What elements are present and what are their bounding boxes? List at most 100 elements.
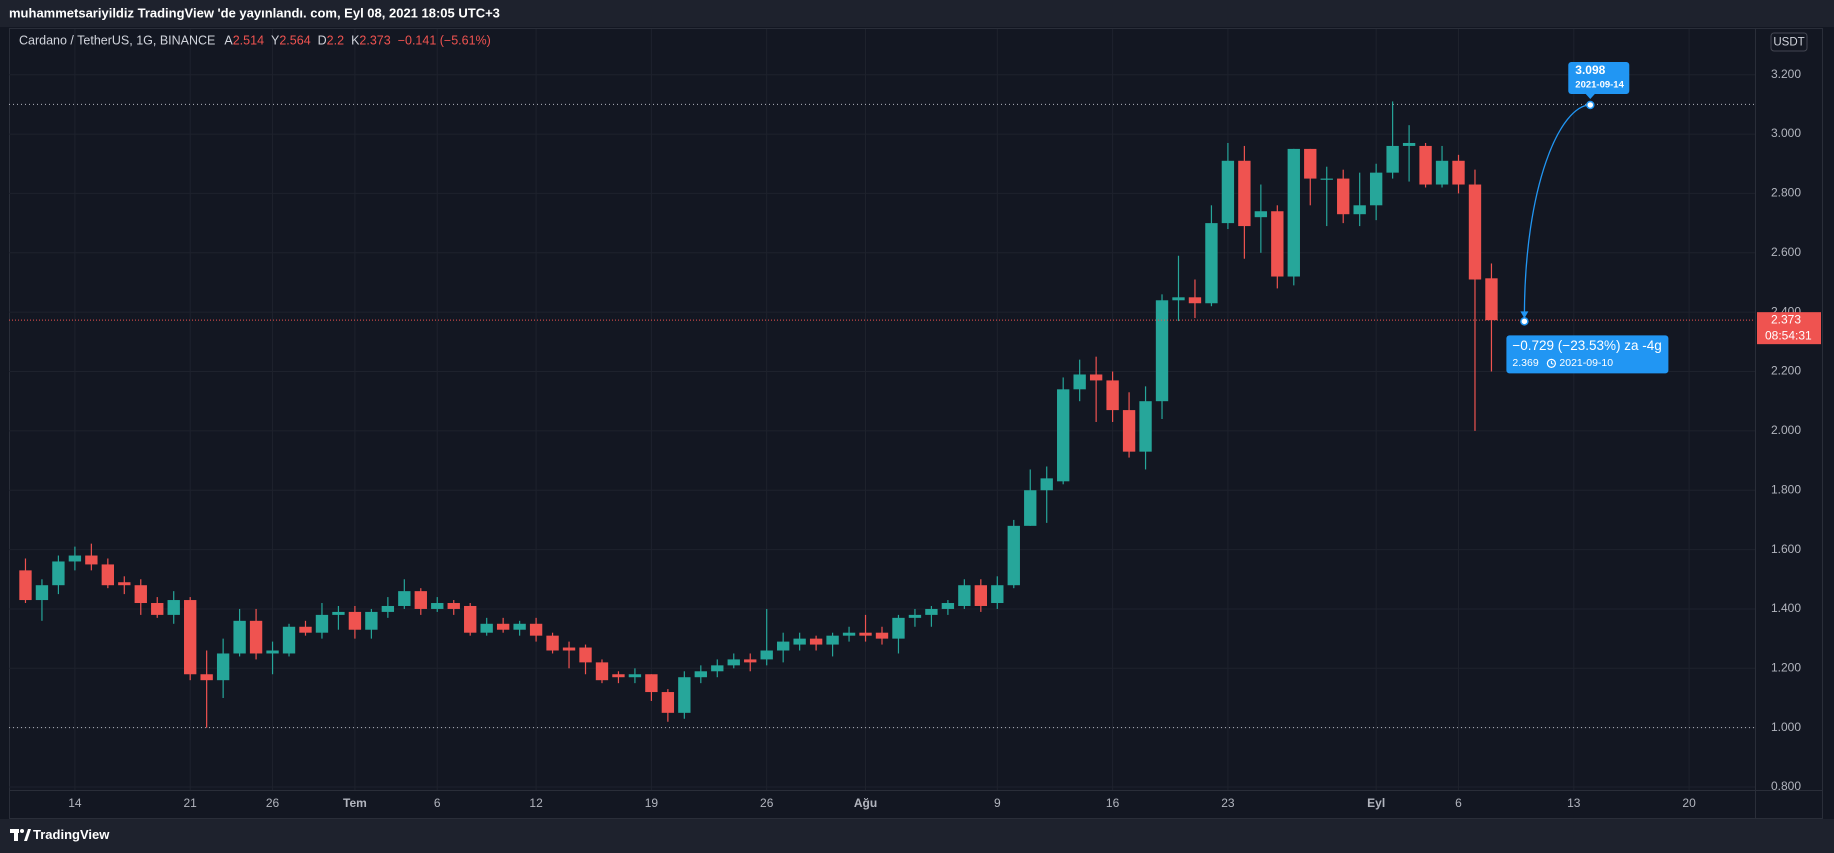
candle-body [381, 605, 395, 612]
candle-body [118, 582, 131, 586]
candle-body [529, 623, 543, 636]
y-tick-label: 0.800 [1771, 779, 1801, 793]
candle-body [1435, 160, 1449, 185]
clock-hands [1550, 360, 1554, 365]
candle-body [249, 620, 263, 654]
candle-body [1287, 148, 1300, 277]
candle-body [266, 650, 279, 654]
candle-body [908, 614, 922, 618]
candle-body [315, 614, 329, 633]
x-tick-label: 16 [1106, 796, 1120, 810]
measure-point [1520, 317, 1529, 326]
last-price-box [1757, 312, 1821, 345]
candle-body [776, 641, 790, 651]
legend-value: 2.564 [279, 34, 310, 48]
candle-body [1221, 160, 1235, 224]
candle-body [68, 555, 82, 562]
candle-body [101, 564, 115, 586]
measure-start-date: 2021-09-10 [1559, 357, 1613, 369]
candle-body [1238, 160, 1251, 227]
x-tick-label: 14 [68, 796, 82, 810]
legend-value: 2.2 [327, 34, 344, 48]
candle-body [826, 635, 839, 645]
candle-body [200, 674, 213, 681]
candle-body [1353, 205, 1366, 215]
candle-body [628, 674, 642, 678]
candle-body [579, 647, 592, 663]
clock-icon [1546, 358, 1556, 368]
candle-body [1106, 380, 1119, 411]
candle-body [1024, 490, 1037, 526]
x-tick-label: 6 [434, 796, 441, 810]
candle-body [1007, 525, 1020, 586]
y-tick-label: 1.200 [1771, 660, 1801, 674]
candle-body [859, 632, 872, 636]
candle-body [595, 662, 609, 681]
candle-body [1402, 142, 1416, 146]
candle-body [1485, 278, 1498, 321]
candle-body [546, 635, 559, 651]
measure-point [1586, 100, 1595, 110]
target-box [1568, 61, 1630, 94]
x-tick-label: 9 [994, 796, 1001, 810]
candle-body [282, 626, 296, 654]
candle-body [1089, 374, 1103, 381]
legend-label: K [351, 34, 360, 48]
candle-body [661, 692, 675, 713]
candle-body [1452, 160, 1465, 185]
legend-change: −0.141 (−5.61%) [398, 34, 491, 48]
logo-part [24, 829, 31, 841]
y-tick-label: 3.200 [1771, 67, 1801, 81]
candle-body [809, 638, 823, 645]
candle-body [678, 677, 691, 713]
candle-body [925, 608, 938, 615]
logo-part [14, 829, 18, 841]
y-tick-label: 1.400 [1771, 601, 1801, 615]
candle-body [151, 603, 164, 615]
candle-body [842, 632, 856, 636]
top-bar [0, 0, 1834, 27]
candle-body [793, 638, 806, 645]
candle-body [991, 585, 1004, 604]
candle-body [744, 659, 757, 663]
candle-body [1073, 374, 1086, 390]
x-tick-label: 23 [1221, 796, 1235, 810]
brand: TradingView [33, 827, 110, 842]
arrow-head [1520, 311, 1529, 319]
x-tick-label: Tem [343, 796, 367, 810]
currency-button[interactable] [1770, 32, 1808, 52]
candle-body [1369, 172, 1383, 206]
candle-body [1271, 211, 1284, 277]
x-tick-label: 13 [1567, 796, 1581, 810]
candle-body [612, 674, 625, 678]
candle-body [1337, 178, 1350, 215]
candle-body [447, 603, 460, 609]
x-tick-label: 20 [1682, 796, 1696, 810]
measure-label: −0.729 (−23.53%) za -4g [1512, 338, 1661, 353]
candle-body [1419, 145, 1432, 185]
x-tick-label: 26 [760, 796, 774, 810]
candle-body [1040, 478, 1053, 491]
symbol: Cardano / TetherUS, 1G, BINANCE [19, 34, 215, 48]
currency[interactable]: USDT [1773, 37, 1804, 49]
candle-body [1320, 178, 1333, 180]
y-tick-label: 2.000 [1771, 423, 1801, 437]
candle-body [1122, 410, 1136, 452]
legend-label: D [318, 34, 327, 48]
candle-body [216, 653, 230, 681]
candle-body [431, 603, 444, 609]
candle-body [760, 650, 773, 660]
x-tick-label: Eyl [1367, 796, 1385, 810]
x-tick-label: 6 [1455, 796, 1462, 810]
legend-value: 2.373 [359, 34, 390, 48]
y-tick-label: 1.600 [1771, 542, 1801, 556]
candle-body [167, 600, 180, 615]
candle-body [1139, 401, 1152, 452]
frame [9, 28, 1823, 819]
candle-body [85, 555, 98, 565]
candle-body [398, 591, 411, 606]
legend-label: Y [271, 34, 280, 48]
candle-body [1254, 211, 1268, 218]
x-tick-label: 12 [529, 796, 543, 810]
